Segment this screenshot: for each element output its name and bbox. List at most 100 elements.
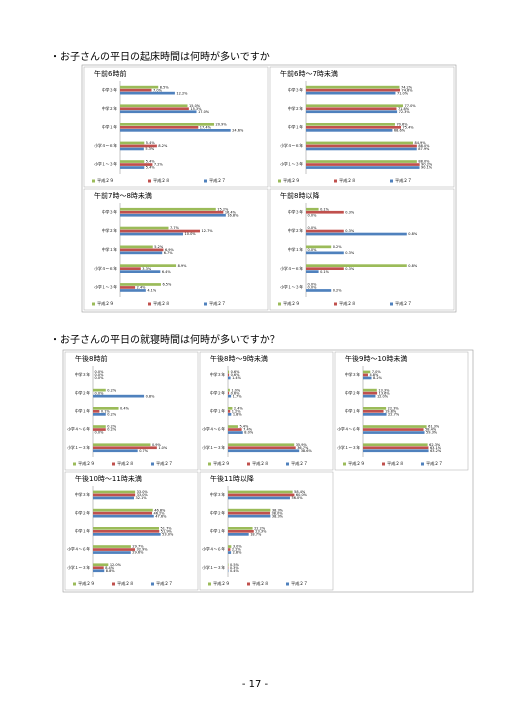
value-label: 18.7% [250, 533, 262, 537]
bar [93, 425, 106, 428]
bar [93, 551, 131, 554]
category-label: 中学１年 [210, 529, 225, 534]
legend-label: 平成２７ [291, 460, 308, 467]
value-label: 0.9% [152, 443, 162, 447]
value-label: 0.0% [308, 286, 318, 290]
legend-swatch [334, 302, 337, 306]
bar [93, 490, 136, 494]
value-label: 38.0% [272, 511, 284, 515]
bar [363, 376, 372, 380]
category-label: 小学４～６年 [94, 266, 117, 271]
category-label: 中学３年 [102, 209, 117, 214]
legend-swatch [148, 302, 151, 306]
bar [306, 289, 332, 292]
legend-label: 平成２７ [156, 460, 173, 467]
legend-swatch [382, 462, 385, 466]
value-label: 87.9% [418, 147, 430, 151]
category-label: 小学１～３年 [280, 162, 303, 167]
bar [363, 431, 425, 434]
bar [93, 413, 106, 416]
value-label: 33.0% [137, 493, 149, 497]
bar [120, 245, 153, 249]
value-label: 0.3% [345, 210, 355, 214]
value-label: 90.1% [421, 166, 433, 170]
value-label: 75.4% [403, 126, 415, 130]
bar [228, 563, 229, 567]
bar [120, 232, 183, 236]
legend-label: 平成２８ [339, 300, 356, 307]
value-label: 0.0% [308, 226, 318, 230]
bar [120, 267, 141, 270]
value-label: 6.4% [162, 270, 172, 274]
bar [228, 446, 296, 450]
category-label: 小学４～６年 [67, 427, 90, 432]
legend-label: 平成２９ [283, 177, 300, 184]
legend-swatch [286, 582, 289, 586]
legend-swatch [421, 462, 424, 466]
bar [228, 394, 232, 398]
bar [93, 407, 119, 410]
bar [228, 413, 232, 416]
category-label: 中学３年 [210, 372, 225, 377]
bar [363, 373, 368, 377]
bar [363, 388, 377, 392]
value-label: 0.0% [95, 373, 105, 377]
value-label: 1.8% [233, 413, 243, 417]
bar [93, 428, 106, 431]
value-label: 13.3% [378, 388, 390, 392]
category-label: 中学３年 [75, 372, 90, 377]
category-label: 小学１～３年 [202, 565, 225, 570]
bar [306, 88, 400, 92]
bar [93, 527, 160, 530]
value-label: 32.1% [135, 496, 147, 500]
legend-swatch [73, 462, 76, 466]
value-label: 88.0% [418, 144, 430, 148]
bar [228, 496, 290, 500]
section-frame [62, 349, 474, 593]
chart-title: 午前7時～8時未満 [94, 191, 152, 200]
chart-title: 午後8時前 [75, 354, 107, 363]
value-label: 0.0% [308, 283, 318, 287]
category-label: 中学２年 [75, 510, 90, 515]
category-label: 中学２年 [102, 106, 117, 111]
bar [120, 207, 216, 211]
category-label: 中学３年 [345, 372, 360, 377]
bar [306, 85, 400, 89]
category-label: 小学１～３年 [94, 162, 117, 167]
bar [120, 110, 197, 114]
bar [228, 391, 230, 395]
value-label: 22.3% [388, 407, 400, 411]
category-label: 中学３年 [75, 492, 90, 497]
value-label: 1.4% [232, 376, 242, 380]
bar [228, 410, 231, 413]
bar [228, 548, 231, 551]
value-label: 62.3% [429, 443, 441, 447]
value-label: 4.1% [147, 289, 157, 293]
bar [93, 511, 152, 515]
legend-label: 平成２９ [213, 580, 230, 587]
value-label: 0.3% [345, 251, 355, 255]
bar [120, 141, 145, 145]
value-label: 5.2% [154, 245, 164, 249]
chart-title: 午前6時前 [94, 69, 126, 78]
value-label: 16.4% [225, 210, 237, 214]
bar [228, 493, 295, 497]
chart-frame [269, 188, 455, 311]
bar [306, 160, 417, 163]
bar [306, 264, 407, 267]
value-label: 58.4% [294, 490, 306, 494]
value-label: 58.4% [425, 428, 437, 432]
category-label: 中学１年 [75, 409, 90, 414]
value-label: 7.7% [170, 226, 180, 230]
value-label: 74.2% [401, 85, 413, 89]
bar [363, 391, 378, 395]
bar [120, 213, 226, 217]
bar [93, 569, 105, 573]
value-label: 59.3% [426, 431, 438, 435]
value-label: 19.8% [385, 410, 397, 414]
bar [228, 511, 271, 515]
bar [306, 104, 404, 108]
legend-label: 平成２８ [252, 580, 269, 587]
